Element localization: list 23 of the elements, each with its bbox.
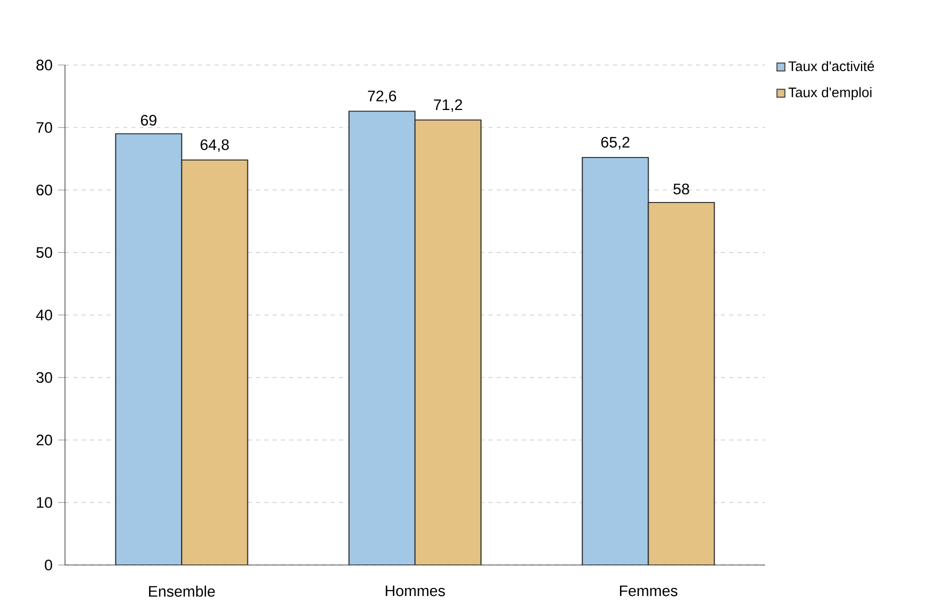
legend-label: Taux d'activité	[788, 60, 874, 72]
bar	[582, 156, 649, 565]
data-label: 69	[140, 114, 156, 126]
bar	[348, 110, 416, 565]
y-tick-label: 40	[36, 310, 52, 320]
x-tick-label: Hommes	[386, 586, 445, 596]
data-label: 58	[673, 184, 690, 194]
bar	[115, 133, 182, 565]
y-tick-label: 80	[36, 60, 52, 70]
data-label: 64,8	[200, 139, 229, 152]
data-label: 71,2	[434, 99, 462, 112]
x-tick-label: Ensemble	[149, 586, 215, 597]
y-tick-label: 50	[36, 247, 52, 258]
data-label: 72,6	[368, 90, 396, 104]
y-tick-label: 20	[36, 434, 52, 446]
y-tick-label: 70	[36, 122, 52, 133]
legend-label: Taux d'emploi	[788, 87, 872, 100]
y-tick-label: 60	[36, 184, 52, 196]
y-tick-label: 0	[44, 560, 52, 570]
y-tick-label: 30	[36, 372, 52, 383]
data-label: 65,2	[601, 136, 630, 150]
x-tick-label: Femmes	[620, 586, 678, 596]
y-tick-label: 10	[36, 497, 52, 508]
